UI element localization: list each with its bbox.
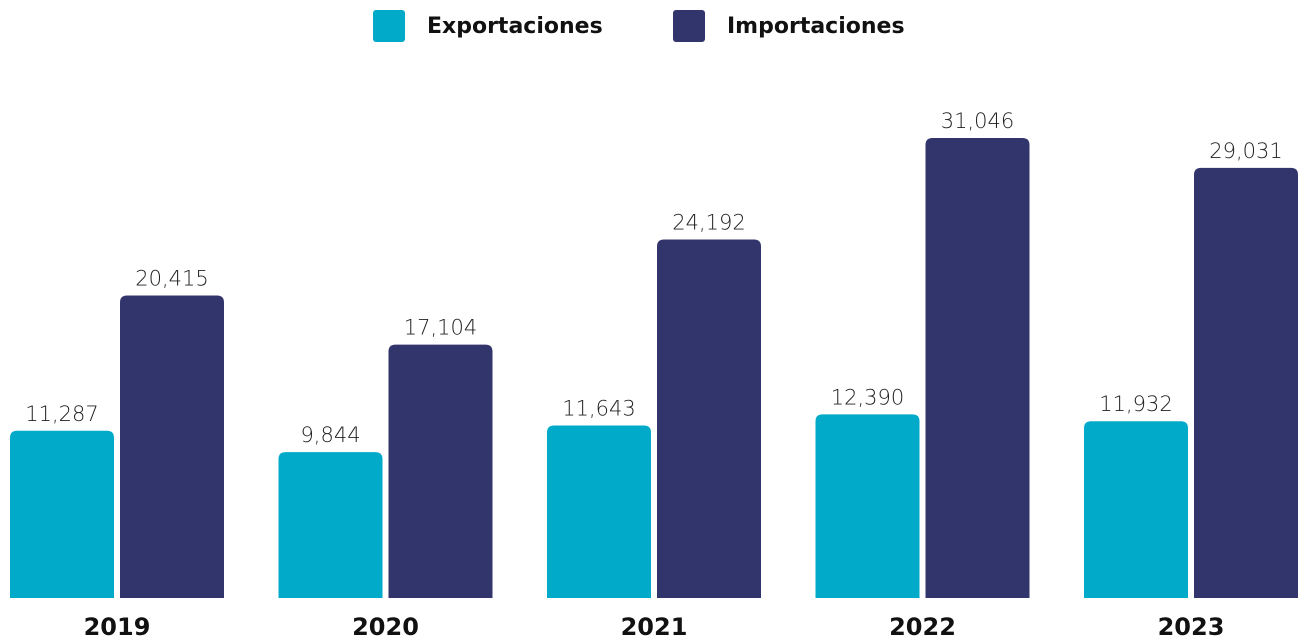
bar (657, 239, 761, 598)
value-label: 9,844 (300, 423, 360, 447)
x-tick-label: 2023 (1158, 613, 1225, 641)
bar (1084, 421, 1188, 598)
value-label: 12,390 (831, 385, 904, 409)
x-tick-label: 2020 (352, 613, 419, 641)
value-label: 17,104 (404, 316, 477, 340)
value-label: 31,046 (941, 109, 1014, 133)
legend-swatch (673, 10, 705, 42)
value-label: 24,192 (672, 211, 745, 235)
legend-label: Importaciones (727, 14, 905, 39)
value-label: 11,643 (562, 396, 635, 420)
value-label: 20,415 (135, 267, 208, 291)
bar (278, 452, 383, 598)
bar (120, 295, 224, 598)
legend-swatch (373, 10, 405, 42)
x-tick-label: 2019 (84, 613, 151, 641)
legend-label: Exportaciones (427, 14, 603, 39)
value-label: 11,287 (25, 402, 98, 426)
value-label: 29,031 (1209, 139, 1282, 163)
bar (1194, 167, 1298, 598)
value-label: 11,932 (1099, 392, 1172, 416)
bar (388, 344, 493, 598)
bar (815, 414, 920, 598)
bar (925, 138, 1030, 598)
bar (10, 430, 114, 598)
x-tick-label: 2021 (621, 613, 688, 641)
bar (547, 425, 651, 598)
x-tick-label: 2022 (889, 613, 956, 641)
